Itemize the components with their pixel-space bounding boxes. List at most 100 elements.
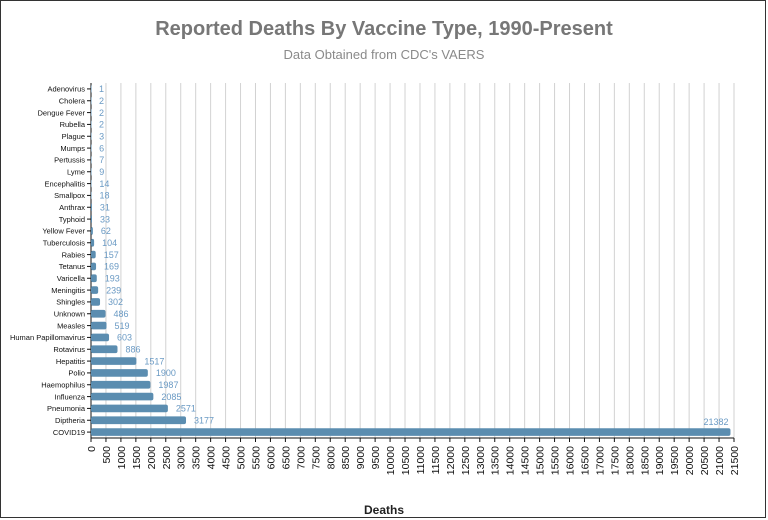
value-label: 2571 (176, 404, 196, 414)
x-tick-label: 4000 (206, 446, 218, 470)
chart-subtitle: Data Obtained from CDC's VAERS (283, 47, 485, 62)
bar (91, 191, 92, 200)
category-label: Hepatitis (56, 357, 85, 366)
value-label: 1517 (144, 356, 164, 366)
bar (91, 203, 92, 212)
value-label: 2 (99, 120, 104, 130)
x-tick-label: 16000 (565, 446, 577, 475)
x-tick-label: 21500 (729, 446, 741, 475)
value-label: 302 (108, 297, 123, 307)
category-label: Anthrax (59, 203, 85, 212)
value-label: 3177 (194, 415, 214, 425)
x-tick-label: 14500 (520, 446, 532, 475)
category-label: Typhoid (59, 215, 85, 224)
bar (91, 416, 187, 425)
x-tick-label: 15500 (550, 446, 562, 475)
category-label: Unknown (54, 309, 85, 318)
value-label: 62 (101, 226, 111, 236)
value-label: 104 (102, 238, 117, 248)
category-label: Polio (68, 369, 85, 378)
category-label: Tetanus (59, 262, 86, 271)
bar (91, 298, 101, 306)
category-label: Lyme (67, 167, 85, 176)
x-tick-label: 2500 (161, 446, 173, 470)
bar (91, 380, 151, 389)
bar (91, 179, 92, 188)
x-tick-label: 6500 (280, 446, 292, 470)
bar (91, 392, 154, 401)
value-label: 33 (100, 214, 110, 224)
bar (91, 274, 97, 283)
value-label: 886 (125, 344, 140, 354)
value-label: 1987 (158, 380, 178, 390)
category-label: Plague (62, 132, 85, 141)
bar (91, 262, 97, 271)
x-tick-label: 7500 (310, 446, 322, 470)
x-tick-label: 19000 (654, 446, 666, 475)
category-label: Haemophilus (41, 380, 85, 389)
category-label: Measles (57, 321, 85, 330)
value-label: 169 (104, 262, 119, 272)
x-tick-label: 10500 (400, 446, 412, 475)
bar (91, 120, 92, 129)
x-tick-label: 13000 (475, 446, 487, 475)
x-tick-label: 5500 (250, 446, 262, 470)
value-label: 6 (99, 143, 104, 153)
bar (91, 357, 137, 365)
bar (91, 309, 106, 318)
category-label: Dengue Fever (37, 108, 85, 117)
x-tick-label: 18500 (639, 446, 651, 475)
category-label: Human Papillomavirus (10, 333, 85, 342)
value-label: 486 (114, 309, 129, 319)
x-tick-label: 20000 (684, 446, 696, 475)
x-tick-label: 7000 (295, 446, 307, 470)
x-tick-label: 14000 (505, 446, 517, 475)
value-label: 18 (100, 191, 110, 201)
value-label: 157 (104, 250, 119, 260)
value-label: 2085 (161, 392, 181, 402)
x-tick-label: 11000 (415, 446, 427, 475)
category-label: Rubella (60, 120, 86, 129)
x-tick-label: 3500 (191, 446, 203, 470)
value-label: 9 (99, 167, 104, 177)
bar (91, 144, 92, 152)
category-label: Diptheria (55, 416, 86, 425)
x-tick-label: 21000 (714, 446, 726, 475)
category-label: Smallpox (54, 191, 85, 200)
category-label: Encephalitis (45, 179, 86, 188)
x-tick-label: 11500 (430, 446, 442, 475)
x-tick-label: 20500 (699, 446, 711, 475)
category-label: Rotavirus (53, 345, 85, 354)
x-tick-label: 4500 (221, 446, 233, 470)
x-axis-label: Deaths (363, 503, 404, 517)
bar (91, 238, 95, 247)
x-tick-label: 15000 (535, 446, 547, 475)
bar (91, 108, 92, 117)
x-tick-label: 16500 (579, 446, 591, 475)
category-label: Shingles (56, 298, 85, 307)
bar (91, 167, 92, 176)
value-label: 14 (99, 179, 109, 189)
value-label: 2 (99, 96, 104, 106)
category-label: Adenovirus (47, 85, 85, 94)
x-tick-label: 8000 (325, 446, 337, 470)
chart-title: Reported Deaths By Vaccine Type, 1990-Pr… (155, 18, 613, 40)
x-tick-label: 500 (101, 446, 113, 464)
bar (91, 321, 107, 330)
x-tick-label: 9500 (370, 446, 382, 470)
value-label: 1900 (156, 368, 176, 378)
value-label: 603 (117, 333, 132, 343)
category-label: Varicella (57, 274, 86, 283)
x-tick-label: 2000 (146, 446, 158, 470)
category-label: Influenza (55, 392, 86, 401)
bar (91, 333, 110, 342)
x-tick-label: 8500 (340, 446, 352, 470)
x-tick-label: 19500 (669, 446, 681, 475)
x-tick-label: 5000 (236, 446, 248, 470)
bar (91, 286, 99, 294)
bar (91, 156, 92, 164)
x-tick-label: 17000 (594, 446, 606, 475)
bar (91, 250, 96, 259)
